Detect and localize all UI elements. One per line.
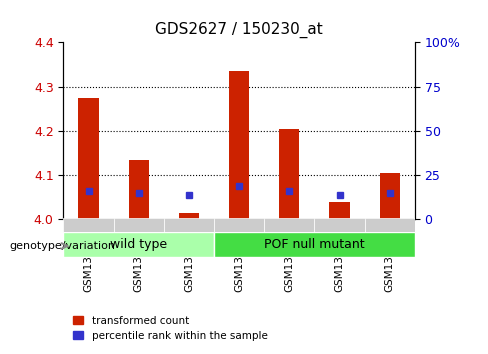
Bar xyxy=(164,218,214,232)
Bar xyxy=(63,232,214,257)
Text: wild type: wild type xyxy=(110,238,167,251)
Bar xyxy=(79,98,99,219)
Bar xyxy=(365,218,415,232)
Title: GDS2627 / 150230_at: GDS2627 / 150230_at xyxy=(155,22,323,38)
Text: POF null mutant: POF null mutant xyxy=(264,238,365,251)
Text: genotype/variation: genotype/variation xyxy=(10,241,116,251)
Bar xyxy=(279,129,299,219)
Bar xyxy=(214,232,415,257)
Bar xyxy=(179,213,199,219)
Bar xyxy=(114,218,164,232)
Legend: transformed count, percentile rank within the sample: transformed count, percentile rank withi… xyxy=(69,312,272,345)
Bar xyxy=(214,218,264,232)
Bar xyxy=(314,218,365,232)
Bar xyxy=(229,71,249,219)
Bar xyxy=(329,202,349,219)
Bar xyxy=(63,218,114,232)
Bar xyxy=(264,218,314,232)
Bar xyxy=(129,160,149,219)
FancyArrowPatch shape xyxy=(61,243,67,249)
Bar xyxy=(380,173,400,219)
